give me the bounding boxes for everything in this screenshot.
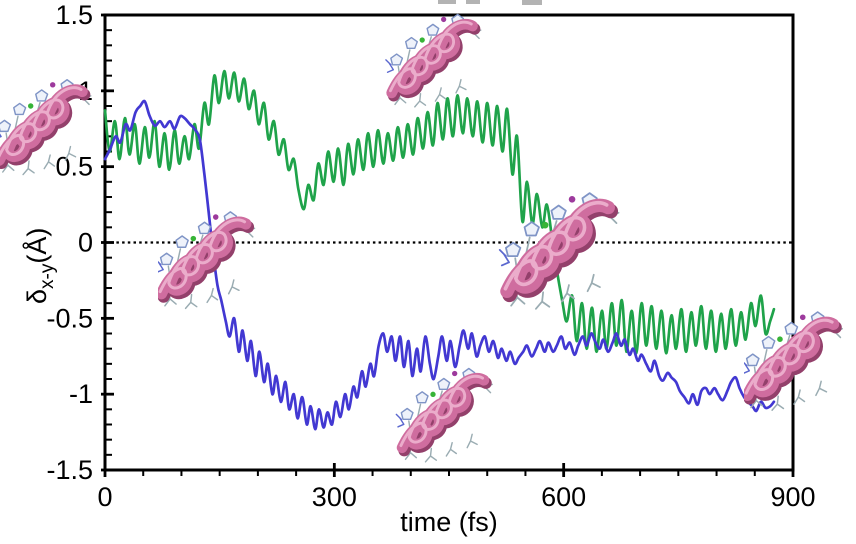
y-axis-title-unit: (Å) (21, 228, 52, 264)
x-axis-title: time (fs) (400, 507, 498, 537)
x-tick-label-600: 600 (541, 482, 586, 512)
y-tick-label-1.5: 1.5 (55, 0, 93, 30)
cropped-title-fragment (466, 0, 480, 4)
y-axis-title-delta: δ (22, 289, 52, 304)
molecule-snapshot-2 (155, 212, 254, 308)
cropped-title-fragment (522, 0, 542, 5)
y-tick-label--0.5: -0.5 (46, 303, 93, 333)
molecule-snapshot-4 (396, 369, 492, 462)
cropped-title-fragment (438, 0, 456, 4)
y-axis-title-subscript: x-y (37, 263, 58, 289)
x-tick-label-900: 900 (770, 482, 815, 512)
green-trajectory-line (103, 69, 776, 355)
blue-trajectory-line (103, 99, 776, 431)
molecule-snapshot-3 (386, 14, 481, 106)
y-tick-label--1: -1 (69, 379, 93, 409)
x-tick-label-0: 0 (97, 482, 112, 512)
y-tick-label-0: 0 (78, 228, 93, 258)
y-tick-label--1.5: -1.5 (46, 455, 93, 485)
y-axis-title: δx-y(Å) (21, 228, 58, 304)
x-tick-label-300: 300 (312, 482, 357, 512)
